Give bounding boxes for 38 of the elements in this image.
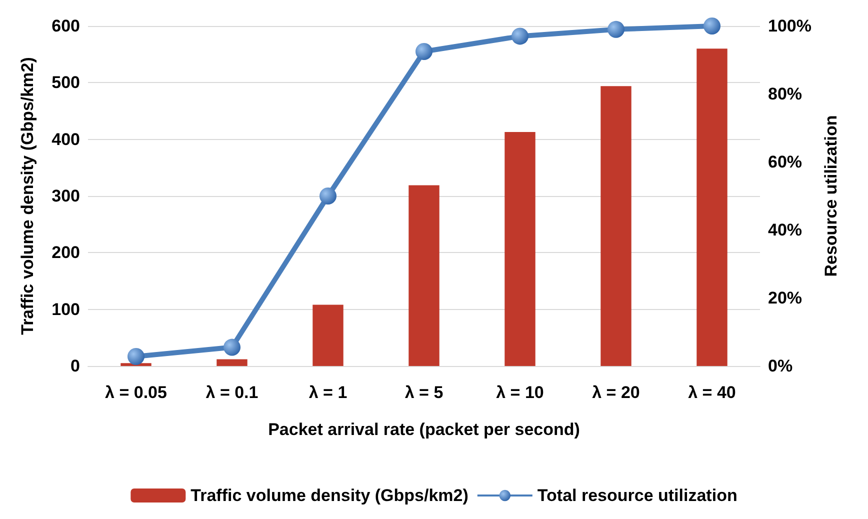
- point: [224, 338, 240, 356]
- bar: [504, 132, 536, 366]
- bar: [312, 304, 344, 366]
- y-tick-label: 600: [52, 16, 80, 36]
- x-tick-label: λ = 40: [688, 383, 736, 402]
- y2-tick-label: 20%: [768, 288, 802, 308]
- point: [320, 188, 336, 204]
- x-axis-title: Packet arrival rate (packet per second): [268, 420, 580, 439]
- y-tick-label: 200: [52, 243, 80, 262]
- point: [416, 43, 432, 60]
- x-tick-label: λ = 5: [404, 383, 444, 402]
- y2-tick-label: 60%: [768, 152, 802, 172]
- x-tick-label: λ = 20: [592, 383, 640, 402]
- y-tick-label: 100: [52, 300, 80, 319]
- y2-tick-label: 100%: [768, 16, 812, 36]
- y2-tick-label: 40%: [768, 220, 802, 240]
- y-tick-label: 300: [52, 186, 80, 206]
- x-tick-label: λ = 10: [496, 383, 544, 402]
- bar: [696, 48, 728, 366]
- y2-tick-label: 80%: [768, 84, 802, 104]
- point: [608, 20, 624, 38]
- y2-tick-label: 0%: [768, 356, 793, 376]
- legend-label: Traffic volume density (Gbps/km2): [190, 486, 468, 505]
- point: [704, 18, 720, 34]
- y2-axis-title: Resource utilization: [821, 115, 840, 277]
- point: [512, 28, 528, 45]
- y-axis-title: Traffic volume density (Gbps/km2): [18, 57, 37, 335]
- x-tick-label: λ = 0.1: [206, 383, 258, 402]
- point: [128, 348, 144, 365]
- x-tick-label: λ = 1: [308, 383, 348, 402]
- y-tick-label: 0: [70, 356, 80, 376]
- bar: [216, 359, 248, 366]
- bar: [408, 185, 440, 366]
- x-tick-label: λ = 0.05: [105, 383, 167, 402]
- y-tick-label: 400: [52, 130, 80, 149]
- legend-label: Total resource utilization: [537, 486, 738, 505]
- bar: [600, 86, 632, 366]
- y-tick-label: 500: [52, 73, 80, 92]
